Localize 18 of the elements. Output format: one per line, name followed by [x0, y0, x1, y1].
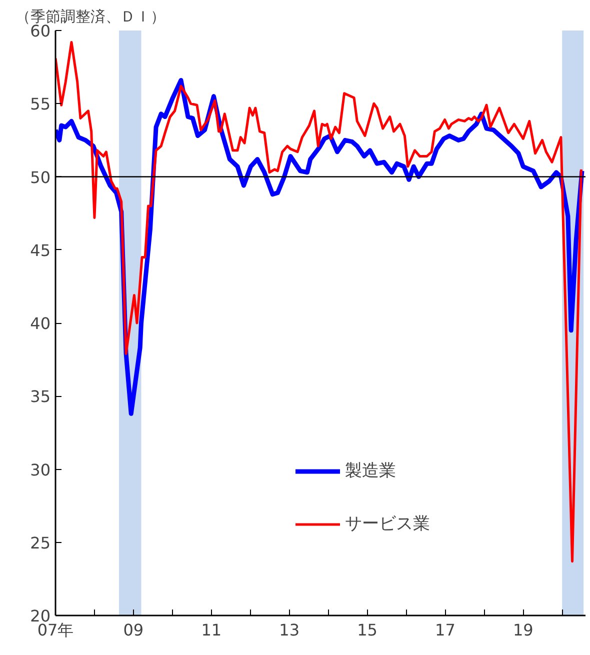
- line-series: [56, 40, 582, 563]
- x-tick-label: 09: [123, 620, 144, 640]
- legend-label: サービス業: [345, 513, 430, 535]
- x-tick-label: 19: [512, 620, 534, 640]
- y-tick-label: 30: [30, 460, 50, 480]
- x-tick-label: 17: [435, 620, 456, 640]
- x-tick-label: 11: [201, 620, 222, 640]
- chart-title: （季節調整済、ＤＩ）: [16, 8, 166, 26]
- y-tick-label: 25: [30, 533, 50, 552]
- x-tick-label: 07年: [37, 620, 74, 640]
- x-tick-label: 13: [279, 620, 300, 640]
- y-tick-label: 55: [30, 94, 50, 114]
- y-tick-label: 50: [30, 168, 50, 187]
- y-tick-label: 40: [30, 314, 50, 333]
- legend-label: 製造業: [345, 460, 396, 482]
- x-tick-label: 15: [357, 620, 378, 640]
- y-tick-label: 45: [30, 240, 50, 260]
- y-tick-label: 35: [30, 387, 50, 406]
